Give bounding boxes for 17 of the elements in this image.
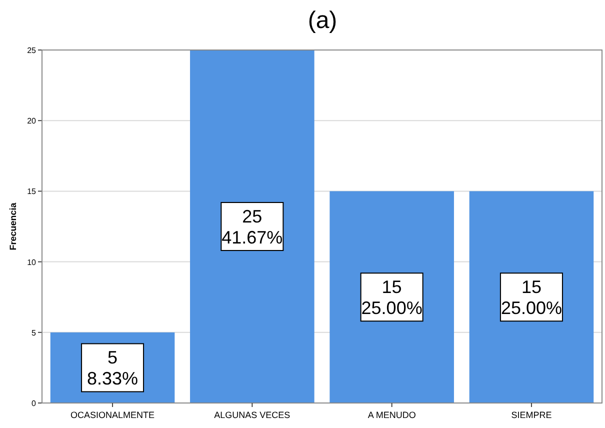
y-axis-title: Frecuencia [8,202,18,250]
x-tick-label: A MENUDO [368,410,416,420]
y-tick-label: 15 [27,187,37,196]
y-tick-label: 25 [27,46,37,55]
x-tick-label: ALGUNAS VECES [214,410,290,420]
data-label: 5 8.33% [87,348,138,389]
data-label: 15 25.00% [500,277,562,318]
chart-title: (a) [308,7,338,34]
bar [190,50,314,403]
x-tick-label: SIEMPRE [511,410,552,420]
y-tick-label: 10 [27,258,37,267]
data-label: 25 41.67% [222,206,283,248]
data-label: 15 25.00% [361,277,422,318]
y-tick-label: 5 [32,328,37,338]
y-tick-label: 20 [27,116,37,126]
y-tick-label: 0 [32,399,37,408]
x-tick-label: OCASIONALMENTE [70,410,155,420]
